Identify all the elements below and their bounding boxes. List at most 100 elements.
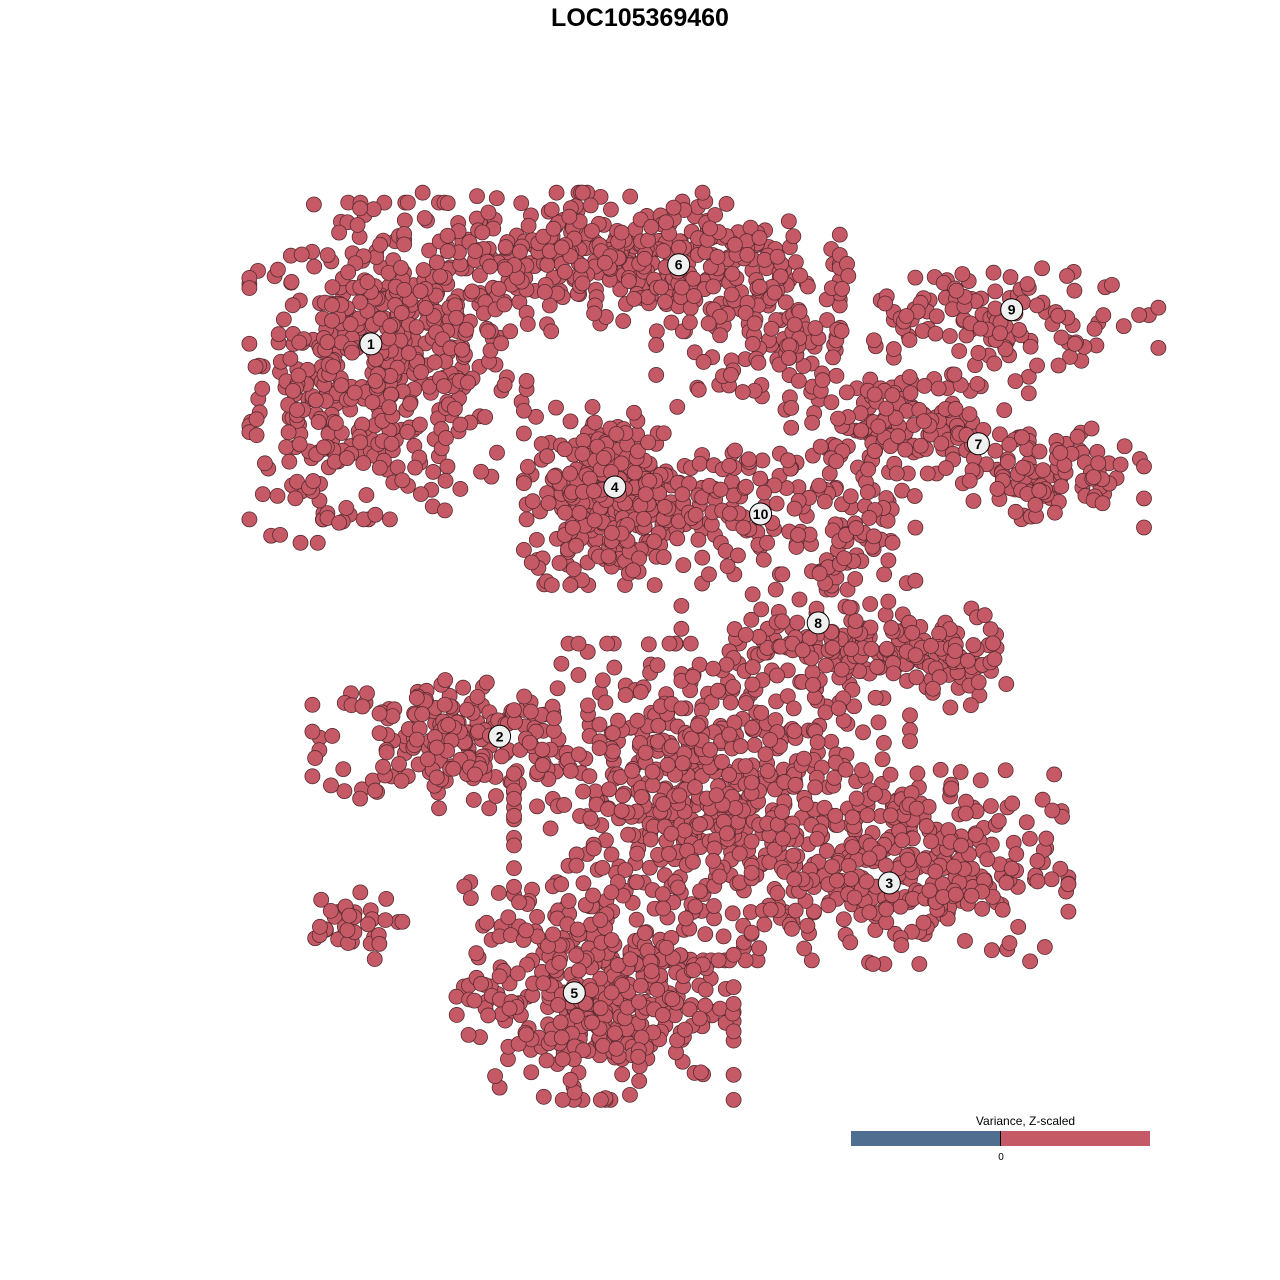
- cell-point-cluster-6: [671, 239, 687, 256]
- cell-point-cluster-8: [774, 613, 791, 630]
- cell-point-cluster-6: [539, 256, 556, 273]
- cell-point-cluster-4: [690, 531, 707, 548]
- cell-point-cluster-3: [762, 732, 779, 748]
- cell-point-cluster-5: [538, 1052, 555, 1069]
- cell-point-cluster-6: [536, 284, 553, 300]
- cell-point-cluster-3: [983, 798, 999, 814]
- cell-point-cluster-4: [562, 413, 579, 430]
- cell-point-cluster-7: [1116, 438, 1133, 455]
- cell-point-cluster-10: [687, 506, 704, 523]
- cell-point-cluster-3: [865, 956, 882, 972]
- cell-point-cluster-4: [523, 554, 540, 571]
- cell-point-cluster-8: [880, 552, 897, 569]
- cell-point-cluster-5: [509, 965, 526, 982]
- cell-point-cluster-5: [551, 954, 568, 971]
- cell-point-cluster-5: [466, 992, 483, 1009]
- cell-point-cluster-4: [519, 458, 536, 475]
- cell-point-cluster-3: [878, 901, 895, 918]
- cell-point-cluster-10: [727, 442, 743, 459]
- cell-point-cluster-3: [685, 853, 701, 870]
- cell-point-cluster-3: [876, 735, 892, 751]
- cell-point-cluster-6: [690, 381, 707, 398]
- cell-point-cluster-1: [324, 312, 340, 329]
- cell-point-cluster-8: [970, 674, 987, 691]
- cell-point-cluster-5: [658, 939, 675, 956]
- cell-point-cluster-8: [785, 700, 802, 717]
- cell-point-cluster-3: [506, 837, 522, 854]
- cell-point-cluster-1: [281, 453, 298, 470]
- cell-point-cluster-3: [848, 790, 865, 807]
- cell-point-cluster-1: [408, 319, 425, 336]
- cell-point-cluster-6: [488, 190, 505, 207]
- cell-point-cluster-3: [921, 882, 938, 899]
- cell-point-cluster-3: [534, 757, 551, 773]
- cell-point-cluster-1: [426, 354, 443, 371]
- cell-point-cluster-7: [1020, 385, 1037, 402]
- cell-point-cluster-10: [774, 566, 791, 583]
- cell-point-cluster-6: [502, 323, 519, 340]
- cell-point-cluster-2: [437, 672, 454, 688]
- cell-point-cluster-5: [448, 988, 465, 1005]
- cell-point-cluster-6: [655, 243, 672, 259]
- cell-point-cluster-8: [842, 488, 859, 505]
- cell-point-cluster-1: [269, 488, 286, 504]
- cell-point-cluster-5: [592, 912, 609, 928]
- cell-point-cluster-6: [763, 320, 780, 337]
- cell-point-cluster-3: [843, 871, 860, 887]
- cell-point-cluster-3: [719, 825, 735, 842]
- cell-point-cluster-6: [556, 263, 573, 280]
- cell-point-cluster-6: [496, 296, 513, 313]
- cell-point-cluster-3: [629, 712, 646, 729]
- cell-point-cluster-4: [540, 495, 557, 512]
- cell-point-cluster-5: [725, 1023, 742, 1040]
- cell-point-cluster-3: [617, 862, 634, 878]
- cell-point-cluster-9: [1150, 299, 1167, 316]
- cell-point-cluster-6: [541, 297, 558, 314]
- cell-point-cluster-6: [469, 188, 485, 205]
- cell-point-cluster-8: [962, 697, 979, 714]
- cell-point-cluster-3: [807, 779, 824, 796]
- cell-point-cluster-1: [324, 279, 341, 296]
- cell-point-cluster-9: [1011, 321, 1027, 338]
- cell-point-cluster-6: [439, 227, 456, 244]
- cell-point-cluster-3: [594, 672, 611, 689]
- cluster-label-9: 9: [1000, 298, 1024, 322]
- cell-point-cluster-3: [702, 741, 718, 758]
- cell-point-cluster-5: [725, 995, 742, 1012]
- cell-point-cluster-7: [838, 384, 855, 401]
- cell-point-cluster-6: [613, 224, 630, 241]
- cell-point-cluster-1: [402, 395, 418, 412]
- cell-point-cluster-1: [382, 511, 398, 528]
- cell-point-cluster-8: [907, 572, 924, 589]
- cell-point-cluster-4: [603, 524, 620, 541]
- cluster-label-4: 4: [603, 475, 627, 499]
- cell-point-cluster-9: [927, 325, 944, 342]
- cell-point-cluster-6: [722, 366, 739, 383]
- cell-point-cluster-9: [1115, 318, 1132, 335]
- cell-point-cluster-8: [880, 593, 897, 610]
- cell-point-cluster-10: [759, 534, 775, 551]
- cell-point-cluster-5: [511, 894, 527, 911]
- cell-point-cluster-7: [890, 428, 906, 445]
- cell-point-cluster-7: [853, 422, 870, 439]
- cell-point-cluster-6: [658, 214, 674, 231]
- cell-point-cluster-2: [312, 918, 328, 935]
- cell-point-cluster-3: [661, 846, 677, 862]
- cell-point-cluster-5: [608, 1040, 625, 1057]
- cell-point-cluster-3: [1001, 935, 1018, 951]
- cell-point-cluster-9: [1053, 329, 1070, 346]
- cell-point-cluster-8: [848, 520, 865, 536]
- cell-point-cluster-8: [818, 657, 834, 674]
- cell-point-cluster-6: [750, 354, 767, 371]
- cell-point-cluster-3: [803, 952, 820, 969]
- cell-point-cluster-8: [885, 665, 902, 682]
- cell-point-cluster-7: [938, 460, 954, 476]
- cell-point-cluster-6: [415, 262, 432, 278]
- cell-point-cluster-6: [497, 239, 514, 255]
- cell-point-cluster-5: [632, 977, 649, 994]
- cell-point-cluster-6: [561, 208, 578, 225]
- cell-point-cluster-3: [785, 847, 802, 864]
- cell-point-cluster-3: [859, 807, 876, 824]
- cell-point-cluster-1: [275, 311, 292, 328]
- cell-point-cluster-3: [774, 804, 790, 820]
